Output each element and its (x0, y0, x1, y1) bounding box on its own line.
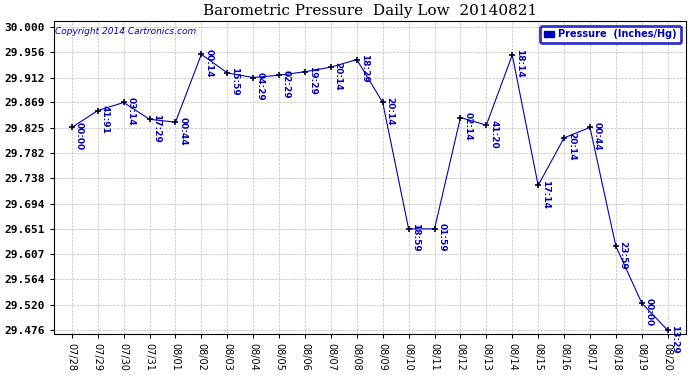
Text: 23:59: 23:59 (619, 241, 628, 270)
Text: 00:00: 00:00 (75, 122, 83, 150)
Title: Barometric Pressure  Daily Low  20140821: Barometric Pressure Daily Low 20140821 (203, 4, 537, 18)
Text: 02:29: 02:29 (282, 70, 291, 98)
Text: 20:14: 20:14 (567, 132, 576, 161)
Text: 18:29: 18:29 (359, 54, 368, 83)
Text: 00:44: 00:44 (178, 117, 187, 145)
Text: 20:14: 20:14 (334, 62, 343, 90)
Text: 18:14: 18:14 (515, 50, 524, 78)
Text: 17:29: 17:29 (152, 114, 161, 142)
Text: 41:91: 41:91 (101, 105, 110, 134)
Legend: Pressure  (Inches/Hg): Pressure (Inches/Hg) (540, 26, 681, 44)
Text: 13:29: 13:29 (671, 325, 680, 354)
Text: 00:44: 00:44 (593, 122, 602, 150)
Text: 18:59: 18:59 (411, 223, 420, 252)
Text: 00:14: 00:14 (204, 49, 213, 77)
Text: 41:20: 41:20 (489, 120, 498, 148)
Text: 01:59: 01:59 (437, 223, 446, 252)
Text: 04:29: 04:29 (256, 72, 265, 101)
Text: 00:00: 00:00 (644, 297, 653, 326)
Text: 15:59: 15:59 (230, 68, 239, 96)
Text: 03:14: 03:14 (126, 97, 135, 126)
Text: 17:14: 17:14 (541, 180, 550, 209)
Text: Copyright 2014 Cartronics.com: Copyright 2014 Cartronics.com (55, 27, 196, 36)
Text: 19:29: 19:29 (308, 66, 317, 95)
Text: 20:14: 20:14 (386, 97, 395, 126)
Text: 02:14: 02:14 (463, 112, 472, 141)
